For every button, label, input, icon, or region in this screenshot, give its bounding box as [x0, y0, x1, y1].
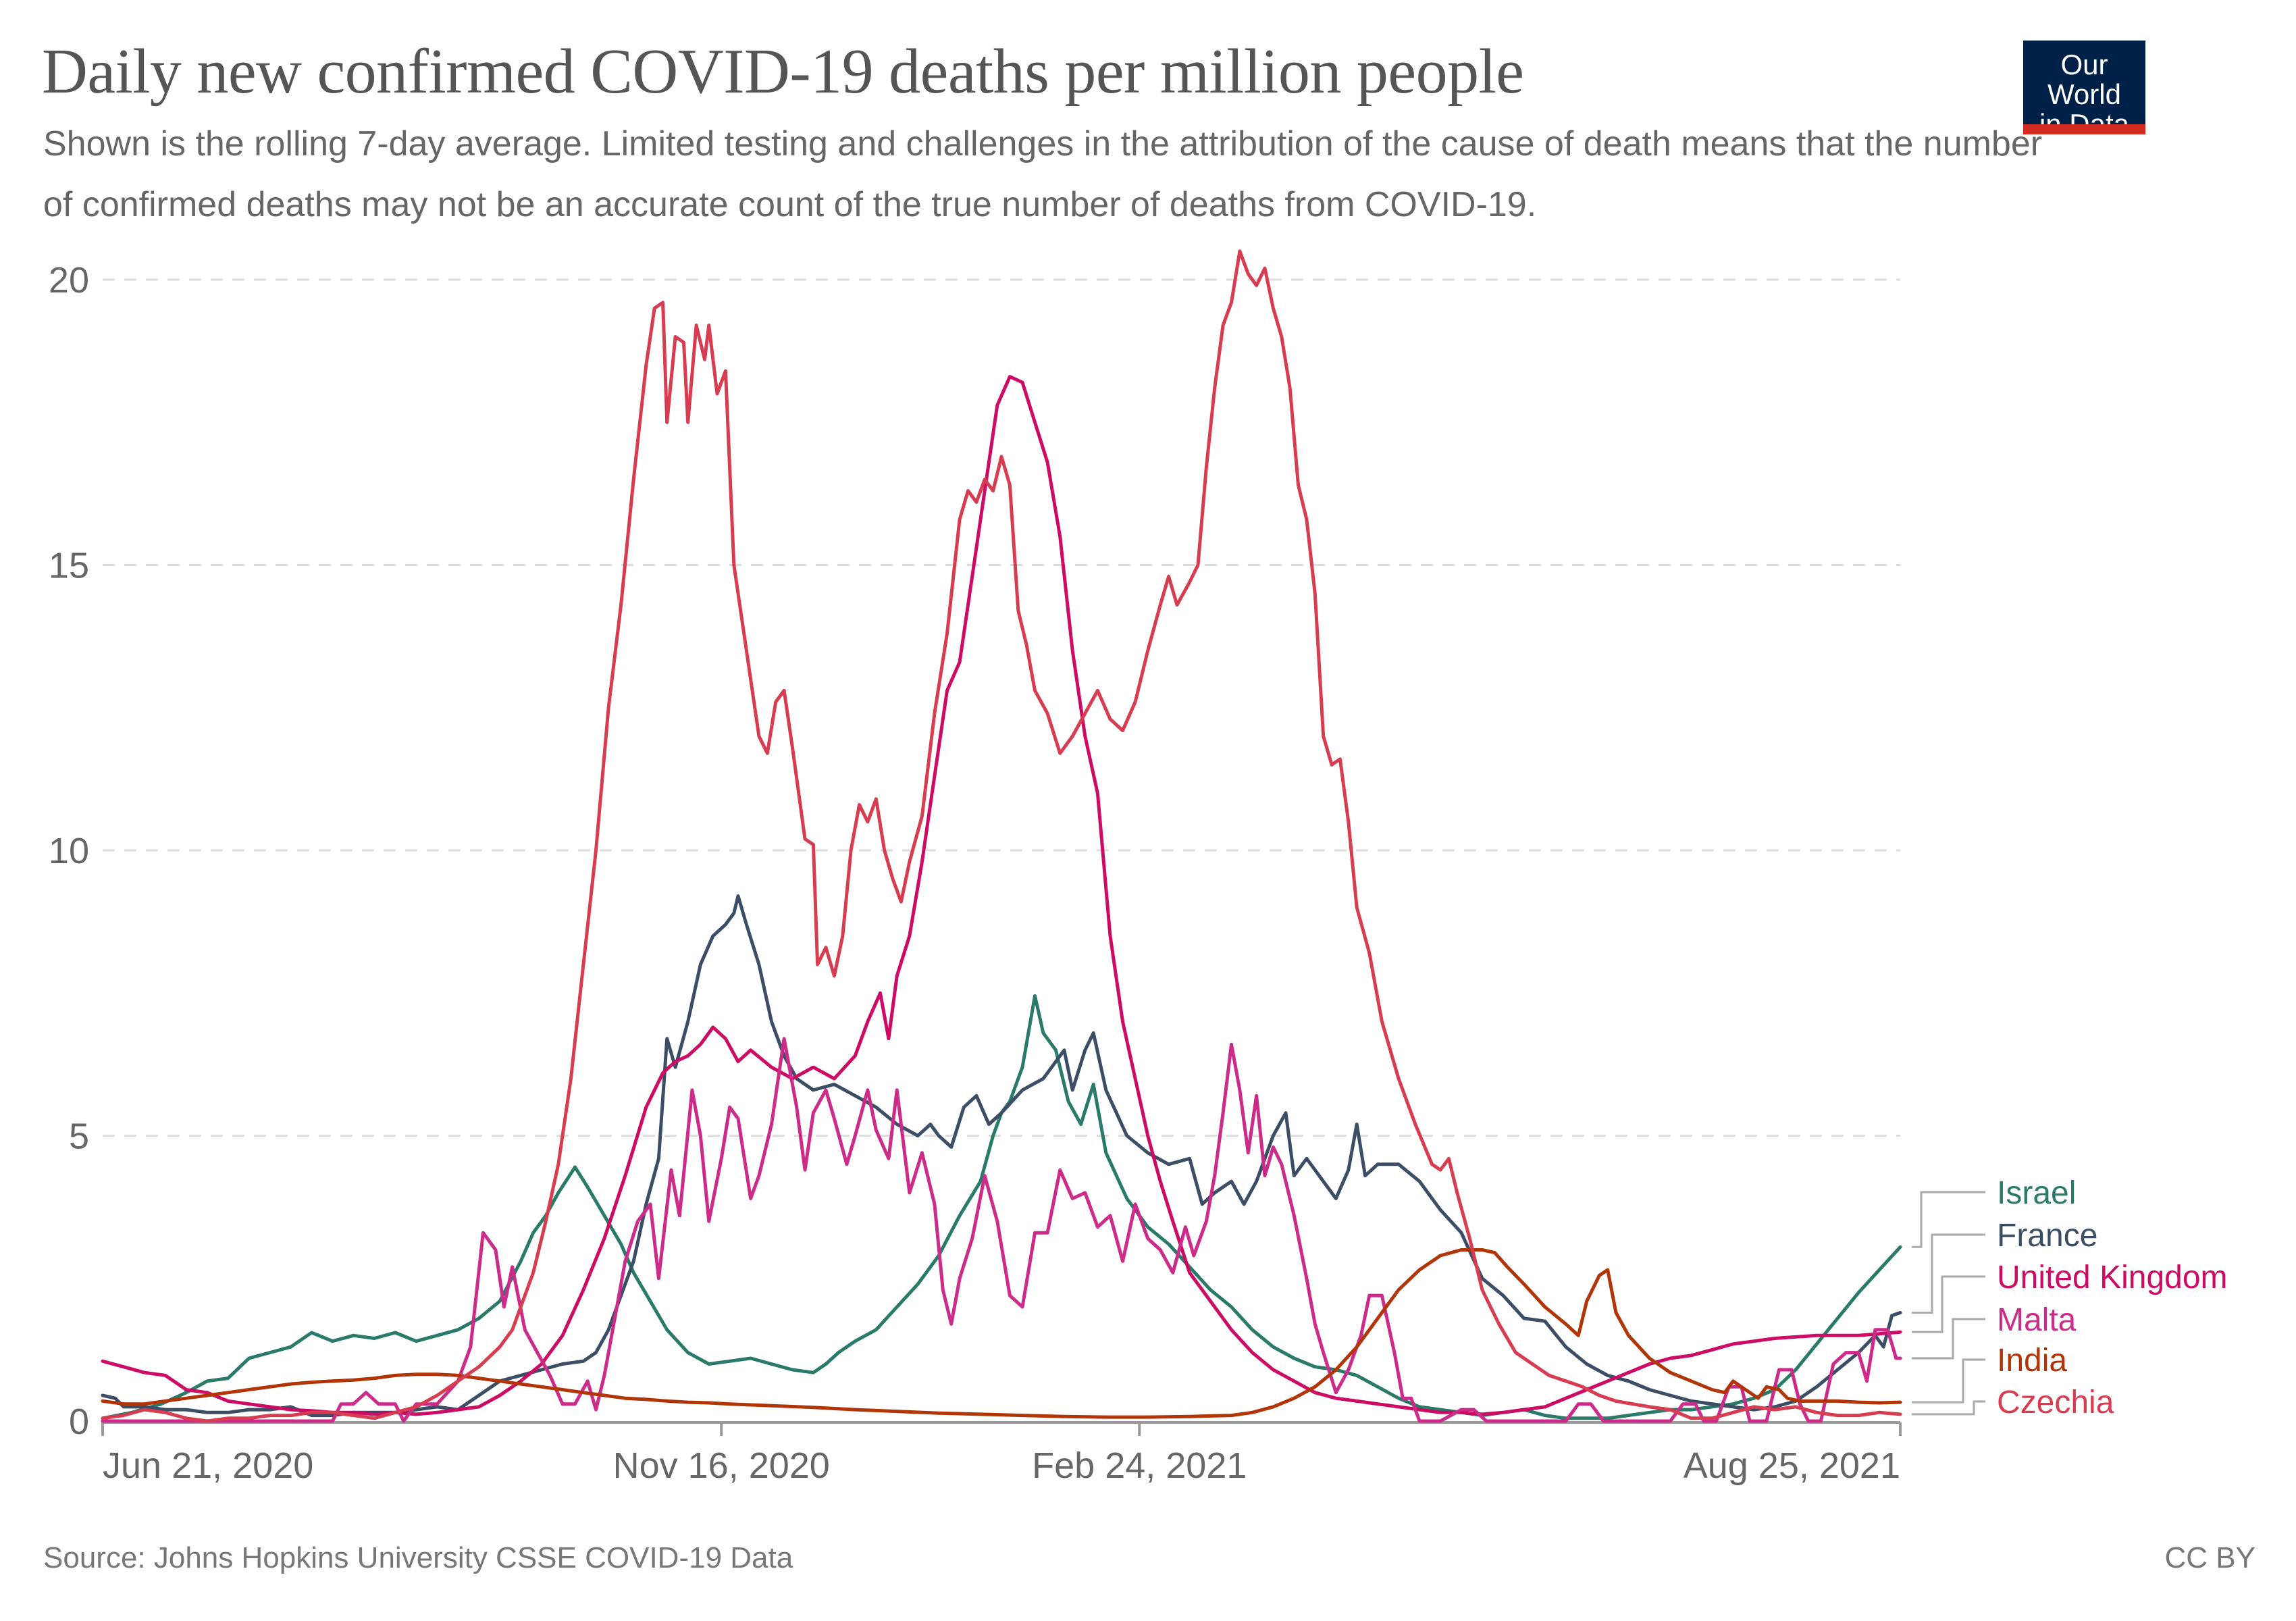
legend-connector — [1912, 1358, 1985, 1404]
logo-text: Our World in Data — [2023, 50, 2145, 139]
x-axis: Jun 21, 2020 Nov 16, 2020 Feb 24, 2021 Aug … — [101, 1421, 1902, 1486]
y-tick-label: 20 — [49, 260, 89, 301]
x-tick-label: Aug 25, 2021 — [1684, 1445, 1900, 1486]
source-note: Source: Johns Hopkins University CSSE CO… — [43, 1541, 793, 1574]
gridlines — [103, 278, 1900, 1137]
logo-line-1: Our World — [2047, 49, 2121, 110]
legend-connector — [1912, 1318, 1985, 1360]
x-tick-label: Nov 16, 2020 — [613, 1445, 830, 1486]
chart-subtitle: Shown is the rolling 7-day average. Limi… — [43, 124, 2043, 224]
y-tick-label: 10 — [49, 831, 89, 871]
series-line-united-kingdom — [101, 375, 1902, 1416]
license-link[interactable]: CC BY — [2164, 1541, 2255, 1574]
x-tick-label: Feb 24, 2021 — [1032, 1445, 1247, 1486]
series-line-france — [101, 894, 1902, 1418]
legend-connector — [1912, 1275, 1985, 1333]
legend-connector — [1912, 1233, 1985, 1314]
legend-label-india: India — [1997, 1343, 2067, 1379]
owid-logo[interactable]: Our World in Data — [2023, 41, 2145, 139]
chart-title: Daily new confirmed COVID-19 deaths per … — [42, 36, 1524, 107]
legend-label-france: France — [1997, 1218, 2097, 1254]
legend-label-united-kingdom: United Kingdom — [1997, 1260, 2228, 1295]
series-line-czechia — [101, 249, 1902, 1423]
legend: Israel France United Kingdom Malta India Czec… — [1912, 1175, 2228, 1420]
legend-label-malta: Malta — [1997, 1302, 2077, 1338]
series-line-malta — [101, 1037, 1902, 1423]
x-tick-label: Jun 21, 2020 — [103, 1445, 313, 1486]
series-line-india — [101, 1248, 1902, 1419]
y-tick-label: 0 — [69, 1401, 89, 1442]
series-line-israel — [101, 994, 1902, 1420]
legend-connector — [1912, 1400, 1985, 1416]
y-axis: 0 5 10 15 20 — [49, 260, 89, 1442]
y-tick-label: 15 — [49, 546, 89, 586]
series-lines — [101, 249, 1902, 1423]
legend-label-czechia: Czechia — [1997, 1385, 2114, 1420]
legend-connector — [1912, 1191, 1985, 1248]
legend-label-israel: Israel — [1997, 1175, 2076, 1211]
logo-accent-bar — [2023, 124, 2145, 134]
y-tick-label: 5 — [69, 1116, 89, 1157]
